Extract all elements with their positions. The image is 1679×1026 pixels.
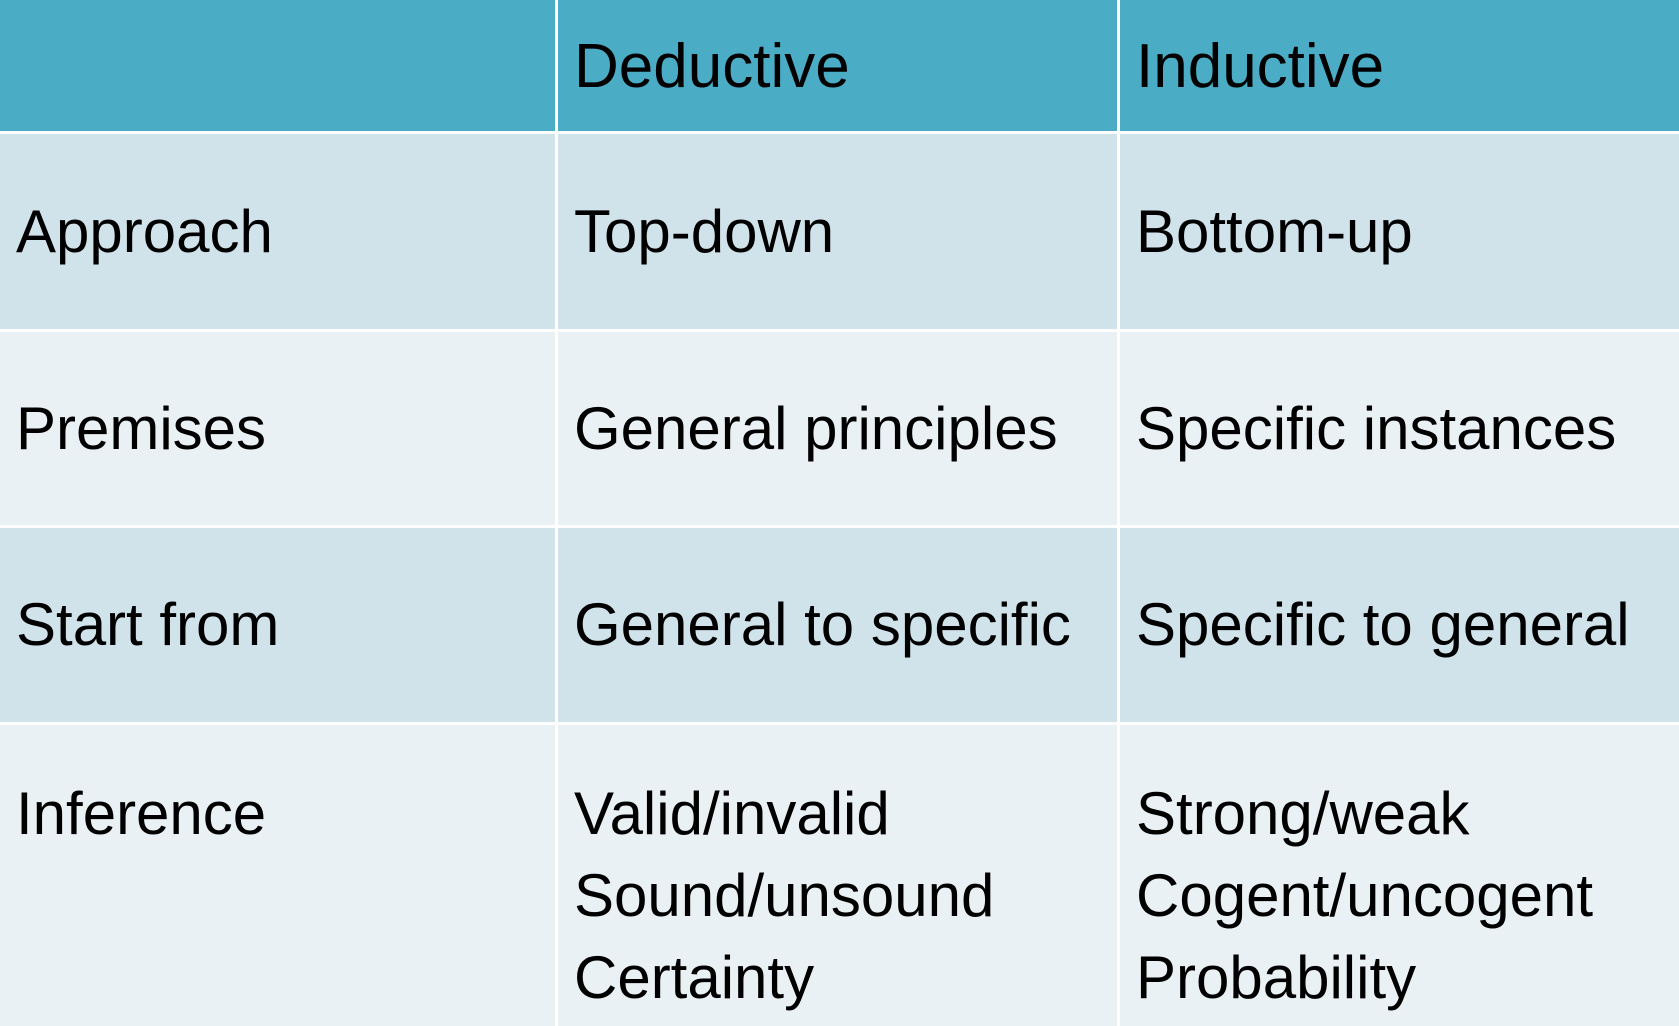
header-empty-cell	[0, 0, 558, 134]
row-label-approach: Approach	[0, 134, 558, 332]
cell-approach-inductive: Bottom-up	[1120, 134, 1679, 332]
inference-inductive-line: Strong/weak	[1136, 780, 1470, 847]
row-label-inference: Inference	[0, 725, 558, 1026]
inference-deductive-line: Valid/invalid	[574, 780, 890, 847]
cell-premises-inductive: Specific instances	[1120, 332, 1679, 528]
cell-inference-deductive: Valid/invalid Sound/unsound Certainty	[558, 725, 1120, 1026]
inference-inductive-line: Probability	[1136, 944, 1417, 1011]
cell-inference-inductive: Strong/weak Cogent/uncogent Probability	[1120, 725, 1679, 1026]
inference-deductive-line: Sound/unsound	[574, 862, 995, 929]
inference-deductive-line: Certainty	[574, 944, 815, 1011]
header-inductive: Inductive	[1120, 0, 1679, 134]
inference-inductive-line: Cogent/uncogent	[1136, 862, 1594, 929]
header-deductive: Deductive	[558, 0, 1120, 134]
row-label-premises: Premises	[0, 332, 558, 528]
cell-start-from-deductive: General to specific	[558, 528, 1120, 725]
row-label-start-from: Start from	[0, 528, 558, 725]
cell-premises-deductive: General principles	[558, 332, 1120, 528]
cell-start-from-inductive: Specific to general	[1120, 528, 1679, 725]
cell-approach-deductive: Top-down	[558, 134, 1120, 332]
